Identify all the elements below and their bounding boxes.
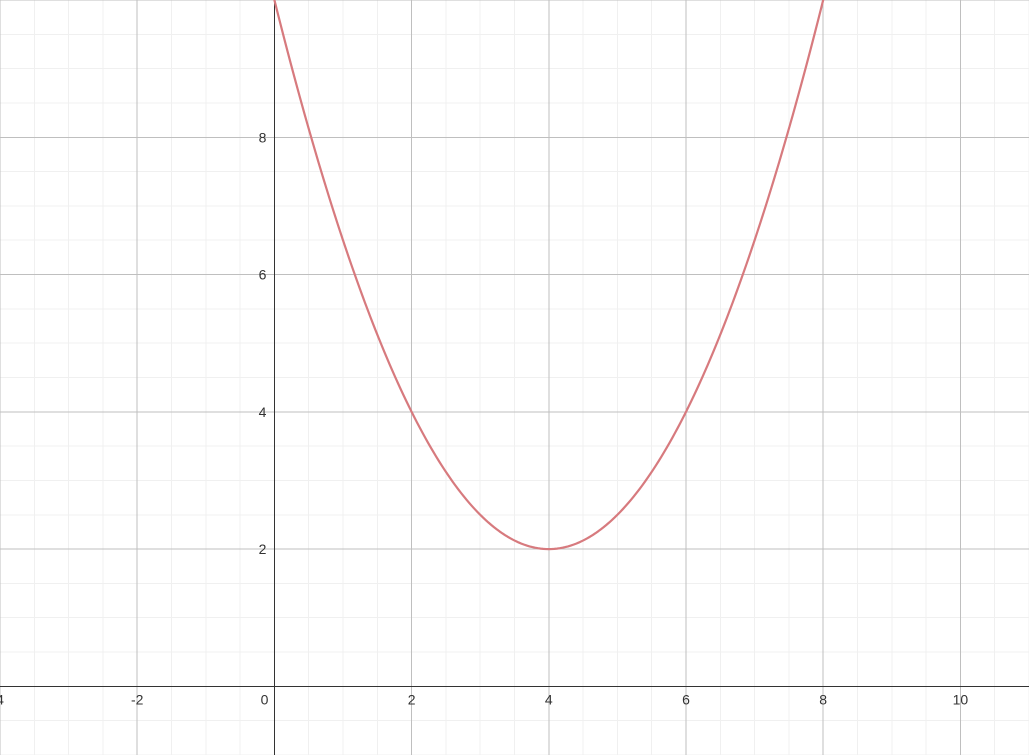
coordinate-plane: 4 -2 0 2 4 6 8 10 2 4 6 8 bbox=[0, 0, 1029, 755]
y-tick-label: 6 bbox=[259, 267, 267, 283]
x-tick-label: -2 bbox=[131, 691, 144, 707]
x-tick-label: 4 bbox=[0, 691, 4, 707]
y-tick-label: 8 bbox=[259, 129, 267, 145]
x-tick-label: 4 bbox=[545, 691, 553, 707]
x-tick-label: 10 bbox=[953, 691, 969, 707]
x-tick-label: 0 bbox=[261, 691, 269, 707]
y-tick-label: 2 bbox=[259, 541, 267, 557]
chart-container: 4 -2 0 2 4 6 8 10 2 4 6 8 bbox=[0, 0, 1029, 755]
x-tick-label: 2 bbox=[408, 691, 416, 707]
y-tick-label: 4 bbox=[259, 404, 267, 420]
x-tick-label: 6 bbox=[682, 691, 690, 707]
x-tick-label: 8 bbox=[819, 691, 827, 707]
